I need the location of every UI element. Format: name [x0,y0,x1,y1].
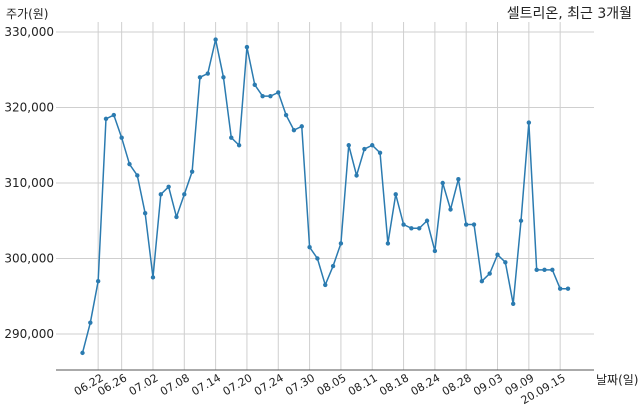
data-point [448,207,453,212]
data-point [362,146,367,152]
data-point [479,278,485,284]
data-point [401,222,406,227]
x-tick-label: 08.11 [346,371,380,398]
data-point [323,282,328,288]
data-point [189,169,195,174]
data-point [80,350,85,356]
x-tick-label: 07.08 [158,371,192,398]
data-point [95,278,101,284]
data-point [315,256,320,261]
data-point [229,135,234,140]
data-point [503,260,508,265]
data-point [409,226,414,231]
data-point [213,37,218,42]
chart-title: 셀트리온, 최근 3개월 [507,6,632,22]
x-tick-label: 07.30 [283,371,317,398]
x-tick-label: 08.18 [377,371,411,398]
x-tick-label: 08.28 [440,371,474,398]
data-point [377,150,383,155]
data-point [268,93,273,99]
x-tick-label: 07.20 [221,371,255,398]
x-tick-label: 08.24 [409,371,443,398]
data-point [283,112,289,118]
data-point [510,301,516,306]
data-point [550,267,555,273]
data-point [518,218,524,223]
x-axis-label: 날짜(일) [596,373,638,387]
data-point [495,252,500,257]
x-tick-label: 09.03 [471,371,505,398]
x-tick-label: 07.24 [252,371,286,398]
grid-lines [56,22,594,370]
data-point [330,263,336,269]
y-axis-label: 주가(원) [6,7,48,21]
data-point [338,241,344,246]
data-point [88,320,93,325]
data-point [417,226,422,231]
data-point [252,82,257,88]
data-point [542,267,547,273]
data-point [385,241,391,246]
data-point [103,116,109,122]
y-tick-label: 290,000 [4,327,54,341]
data-point [432,248,438,254]
data-point [299,124,304,129]
x-tick-label: 08.05 [315,371,349,398]
data-points [80,37,571,356]
y-tick-label: 330,000 [4,25,54,39]
series-line [81,39,568,354]
data-point [111,112,117,118]
y-tick-label: 300,000 [4,252,54,266]
y-ticks: 290,000 300,000 310,000 320,000 330,000 [4,25,54,341]
data-point [182,192,187,197]
data-point [291,127,297,133]
data-point [197,75,203,80]
y-tick-label: 320,000 [4,101,54,115]
data-point [150,275,156,280]
data-point [260,93,265,99]
data-point [307,244,312,250]
data-point [393,192,398,197]
x-ticks: 06.2206.2607.0207.0807.1407.2007.2407.30… [72,371,568,407]
data-point [221,75,226,80]
data-point [565,286,571,291]
data-point [236,143,242,148]
data-point [142,211,148,216]
data-point [244,44,250,50]
data-point [119,135,124,140]
data-point [158,192,164,197]
data-point [166,184,171,189]
x-tick-label: 07.02 [127,371,161,398]
data-point [424,218,430,223]
data-point [440,180,445,186]
data-point [174,214,179,220]
data-point [557,286,563,291]
x-tick-label: 07.14 [189,371,223,398]
data-point [487,271,492,276]
data-point [526,120,532,125]
data-point [456,177,461,182]
data-point [205,71,210,76]
data-point [127,161,132,167]
data-point [471,222,477,227]
data-point [346,143,351,148]
data-point [464,222,469,227]
data-point [534,267,539,273]
y-tick-label: 310,000 [4,176,54,190]
data-point [135,173,140,178]
data-point [370,143,375,148]
data-point [354,173,359,178]
data-point [276,90,281,95]
